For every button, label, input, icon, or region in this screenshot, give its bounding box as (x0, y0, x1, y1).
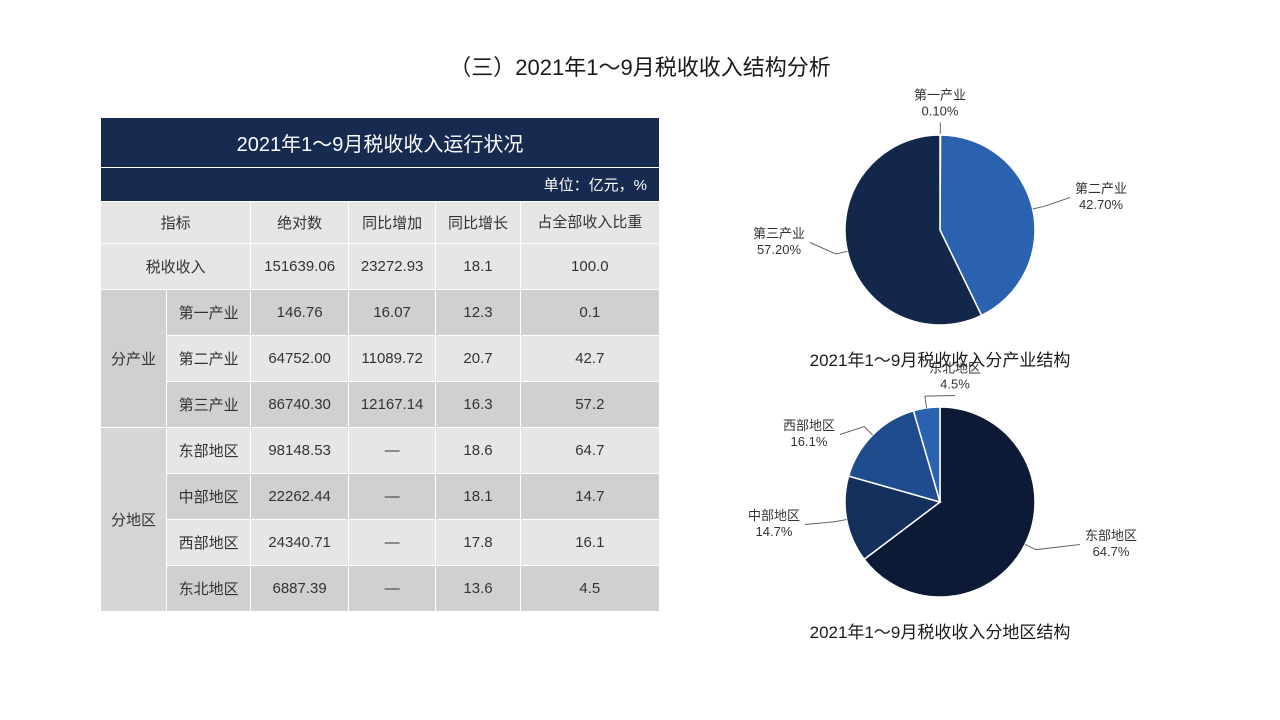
row-yoypct: 16.3 (436, 382, 520, 428)
pie-region-chart: 东部地区64.7%中部地区14.7%西部地区16.1%东北地区4.5% (730, 389, 1150, 614)
row-share: 64.7 (520, 428, 659, 474)
pie-label: 第一产业0.10% (914, 88, 966, 121)
pie-region-caption: 2021年1～9月税收收入分地区结构 (810, 618, 1071, 643)
row-share: 14.7 (520, 474, 659, 520)
row-label: 西部地区 (166, 520, 250, 566)
row-label: 东北地区 (166, 566, 250, 612)
charts-container: 第一产业0.10%第二产业42.70%第三产业57.20% 2021年1～9月税… (700, 117, 1180, 643)
row-abs: 146.76 (251, 290, 349, 336)
pie-region-block: 东部地区64.7%中部地区14.7%西部地区16.1%东北地区4.5% 2021… (700, 389, 1180, 643)
row-yoyadd: 11089.72 (348, 336, 435, 382)
table-row: 分地区 东部地区 98148.53 — 18.6 64.7 (101, 428, 660, 474)
row-share: 42.7 (520, 336, 659, 382)
row-abs: 22262.44 (251, 474, 349, 520)
pie-industry-chart: 第一产业0.10%第二产业42.70%第三产业57.20% (730, 117, 1150, 342)
row-yoypct: 13.6 (436, 566, 520, 612)
row-share: 16.1 (520, 520, 659, 566)
table-row: 东北地区 6887.39 — 13.6 4.5 (101, 566, 660, 612)
row-yoyadd: 23272.93 (348, 244, 435, 290)
table-title-row: 2021年1～9月税收收入运行状况 (101, 118, 660, 168)
table-container: 2021年1～9月税收收入运行状况 单位：亿元，% 指标 绝对数 同比增加 同比… (100, 117, 660, 643)
row-yoypct: 18.1 (436, 474, 520, 520)
table-title: 2021年1～9月税收收入运行状况 (101, 118, 660, 168)
row-yoypct: 18.6 (436, 428, 520, 474)
row-label: 税收收入 (101, 244, 251, 290)
row-share: 4.5 (520, 566, 659, 612)
table-row: 中部地区 22262.44 — 18.1 14.7 (101, 474, 660, 520)
row-abs: 151639.06 (251, 244, 349, 290)
row-yoyadd: 16.07 (348, 290, 435, 336)
row-label: 东部地区 (166, 428, 250, 474)
row-abs: 86740.30 (251, 382, 349, 428)
col-yoypct: 同比增长 (436, 202, 520, 244)
row-abs: 64752.00 (251, 336, 349, 382)
table-row: 税收收入 151639.06 23272.93 18.1 100.0 (101, 244, 660, 290)
row-yoypct: 18.1 (436, 244, 520, 290)
table-unit-label: 单位：亿元，% (101, 168, 660, 202)
row-yoyadd: — (348, 474, 435, 520)
table-column-headers: 指标 绝对数 同比增加 同比增长 占全部收入比重 (101, 202, 660, 244)
row-yoyadd: 12167.14 (348, 382, 435, 428)
pie-industry-block: 第一产业0.10%第二产业42.70%第三产业57.20% 2021年1～9月税… (700, 117, 1180, 371)
page-title: （三）2021年1～9月税收收入结构分析 (100, 50, 1180, 82)
row-yoyadd: — (348, 428, 435, 474)
table-row: 西部地区 24340.71 — 17.8 16.1 (101, 520, 660, 566)
row-share: 57.2 (520, 382, 659, 428)
col-yoyadd: 同比增加 (348, 202, 435, 244)
col-abs: 绝对数 (251, 202, 349, 244)
row-yoyadd: — (348, 566, 435, 612)
tax-table: 2021年1～9月税收收入运行状况 单位：亿元，% 指标 绝对数 同比增加 同比… (100, 117, 660, 612)
table-row: 第二产业 64752.00 11089.72 20.7 42.7 (101, 336, 660, 382)
row-label: 第一产业 (166, 290, 250, 336)
row-label: 第二产业 (166, 336, 250, 382)
row-abs: 98148.53 (251, 428, 349, 474)
col-share: 占全部收入比重 (520, 202, 659, 244)
row-yoyadd: — (348, 520, 435, 566)
col-indicator: 指标 (101, 202, 251, 244)
table-row: 分产业 第一产业 146.76 16.07 12.3 0.1 (101, 290, 660, 336)
row-label: 第三产业 (166, 382, 250, 428)
row-share: 0.1 (520, 290, 659, 336)
group-industry: 分产业 (101, 290, 167, 428)
row-abs: 24340.71 (251, 520, 349, 566)
table-unit-row: 单位：亿元，% (101, 168, 660, 202)
row-label: 中部地区 (166, 474, 250, 520)
row-yoypct: 17.8 (436, 520, 520, 566)
row-abs: 6887.39 (251, 566, 349, 612)
group-region: 分地区 (101, 428, 167, 612)
row-yoypct: 20.7 (436, 336, 520, 382)
row-yoypct: 12.3 (436, 290, 520, 336)
table-row: 第三产业 86740.30 12167.14 16.3 57.2 (101, 382, 660, 428)
row-share: 100.0 (520, 244, 659, 290)
